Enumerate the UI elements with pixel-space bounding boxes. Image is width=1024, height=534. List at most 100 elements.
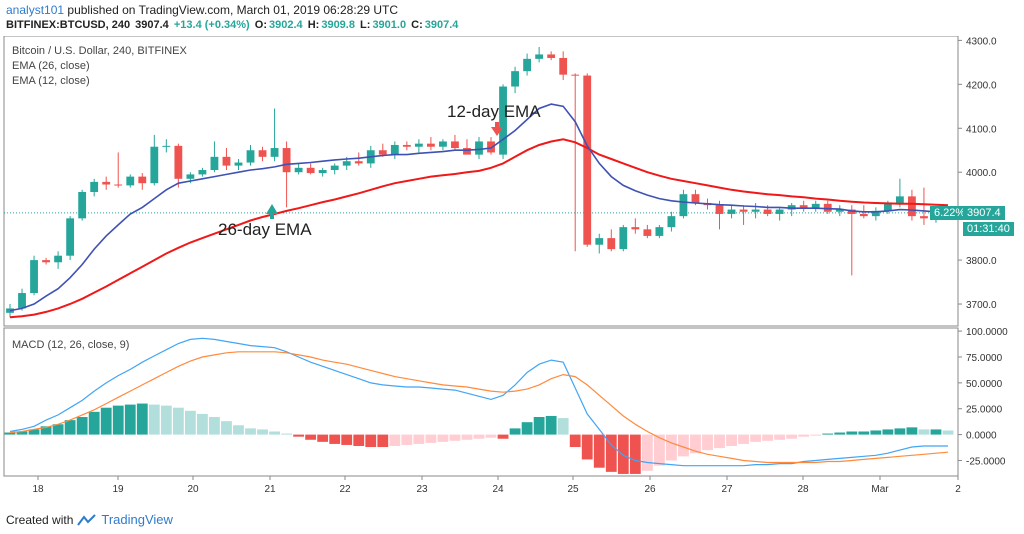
macd-histogram-bar: [822, 433, 834, 435]
candle-body: [547, 54, 556, 58]
macd-histogram-bar: [858, 431, 870, 435]
macd-histogram-bar: [52, 424, 64, 435]
candle-body: [294, 167, 303, 173]
candle-body: [920, 216, 928, 219]
x-tick-label: 27: [721, 484, 733, 495]
candle-body: [378, 150, 387, 155]
candle-body: [174, 145, 183, 179]
low-label: L:: [360, 19, 371, 31]
x-tick-label: 25: [567, 484, 579, 495]
x-tick-label: 2: [955, 484, 961, 495]
macd-histogram-bar: [209, 417, 220, 435]
ema12-line: [9, 103, 949, 312]
candle-body: [823, 203, 832, 212]
macd-histogram-bar: [257, 429, 268, 435]
chart-header: analyst101 published on TradingView.com,…: [0, 0, 1024, 36]
ohlc-line: BITFINEX:BTCUSD, 240 3907.4 +13.4 (+0.34…: [6, 19, 460, 31]
macd-histogram-bar: [341, 434, 353, 445]
macd-histogram-bar: [786, 434, 798, 439]
x-tick-label: 23: [416, 484, 428, 495]
macd-histogram-bar: [702, 434, 713, 451]
publish-line: analyst101 published on TradingView.com,…: [6, 3, 398, 17]
macd-histogram-bar: [798, 434, 810, 437]
macd-histogram-bar: [762, 434, 774, 441]
candle-body: [354, 161, 363, 164]
candle-body: [811, 203, 820, 209]
macd-legend[interactable]: MACD (12, 26, close, 9): [12, 339, 130, 351]
candle-body: [258, 150, 267, 157]
candle-body: [270, 148, 279, 157]
candle-body: [607, 238, 616, 250]
candle-body: [787, 205, 796, 210]
open-value: 3902.4: [269, 19, 303, 31]
macd-histogram-bar: [16, 431, 28, 435]
price-change: +13.4 (+0.34%): [173, 19, 250, 31]
candle-body: [54, 255, 63, 263]
candle-body: [679, 194, 688, 217]
price-y-tick-label: 4000.0: [966, 168, 997, 179]
candle-body: [18, 293, 26, 309]
x-tick-label: 19: [112, 484, 124, 495]
up-arrow-icon: [266, 204, 278, 214]
candle-body: [330, 165, 339, 171]
macd-histogram-bar: [413, 434, 425, 444]
candle-body: [150, 146, 159, 184]
tradingview-brand[interactable]: TradingView: [101, 512, 173, 527]
legend-ema12[interactable]: EMA (12, close): [12, 75, 90, 87]
price-tag: 3907.4: [963, 206, 1005, 220]
candle-body: [282, 148, 291, 173]
macd-histogram-bar: [653, 434, 665, 466]
candle-body: [691, 194, 700, 203]
close-label: C:: [411, 19, 423, 31]
candle-body: [871, 210, 880, 217]
candle-body: [318, 170, 327, 174]
annotation-ema12: 12-day EMA: [447, 102, 541, 121]
x-tick-label: 28: [797, 484, 809, 495]
open-label: O:: [254, 19, 267, 31]
macd-histogram-bar: [233, 425, 244, 435]
annotation-ema26: 26-day EMA: [218, 220, 312, 239]
x-tick-label: 22: [339, 484, 351, 495]
price-y-tick-label: 4200.0: [966, 80, 997, 91]
candle-body: [619, 227, 628, 250]
author-link[interactable]: analyst101: [6, 3, 65, 17]
candle-body: [126, 176, 135, 186]
candle-body: [90, 181, 99, 192]
price-pane-frame: [3, 36, 959, 327]
macd-histogram-bar: [353, 434, 365, 446]
macd-histogram-bar: [281, 433, 293, 435]
macd-histogram-bar: [617, 434, 629, 474]
candle-body: [535, 54, 544, 59]
candle-body: [775, 209, 784, 214]
macd-histogram-bar: [678, 434, 689, 457]
macd-y-tick-label: 75.0000: [966, 353, 1003, 364]
candle-body: [439, 141, 447, 147]
symbol-label[interactable]: BITFINEX:BTCUSD, 240: [6, 19, 131, 31]
candle-body: [499, 86, 507, 155]
macd-histogram-bar: [738, 434, 749, 444]
candle-body: [414, 143, 423, 147]
close-value: 3907.4: [424, 19, 459, 31]
candle-body: [6, 308, 14, 313]
macd-histogram-bar: [196, 413, 208, 435]
candle-body: [751, 209, 760, 212]
candle-body: [402, 144, 411, 147]
macd-histogram-bar: [377, 434, 389, 448]
candle-body: [595, 238, 604, 245]
candle-body: [715, 205, 724, 214]
macd-histogram-bar: [810, 434, 822, 436]
macd-histogram-bar: [28, 429, 40, 435]
legend-ema26[interactable]: EMA (26, close): [12, 60, 90, 72]
legend-title: Bitcoin / U.S. Dollar, 240, BITFINEX: [12, 45, 187, 57]
candle-body: [583, 75, 592, 245]
macd-histogram-bar: [40, 426, 52, 435]
macd-histogram-bar: [317, 434, 329, 442]
macd-histogram-bar: [221, 421, 232, 435]
chart-canvas[interactable]: 3700.03800.03900.04000.04100.04200.04300…: [0, 36, 1024, 508]
candle-body: [667, 216, 676, 228]
countdown-tag: 01:31:40: [963, 222, 1014, 236]
candle-body: [847, 209, 856, 214]
macd-histogram-bar: [293, 434, 305, 437]
x-tick-label: 18: [32, 484, 44, 495]
candle-body: [487, 141, 495, 153]
